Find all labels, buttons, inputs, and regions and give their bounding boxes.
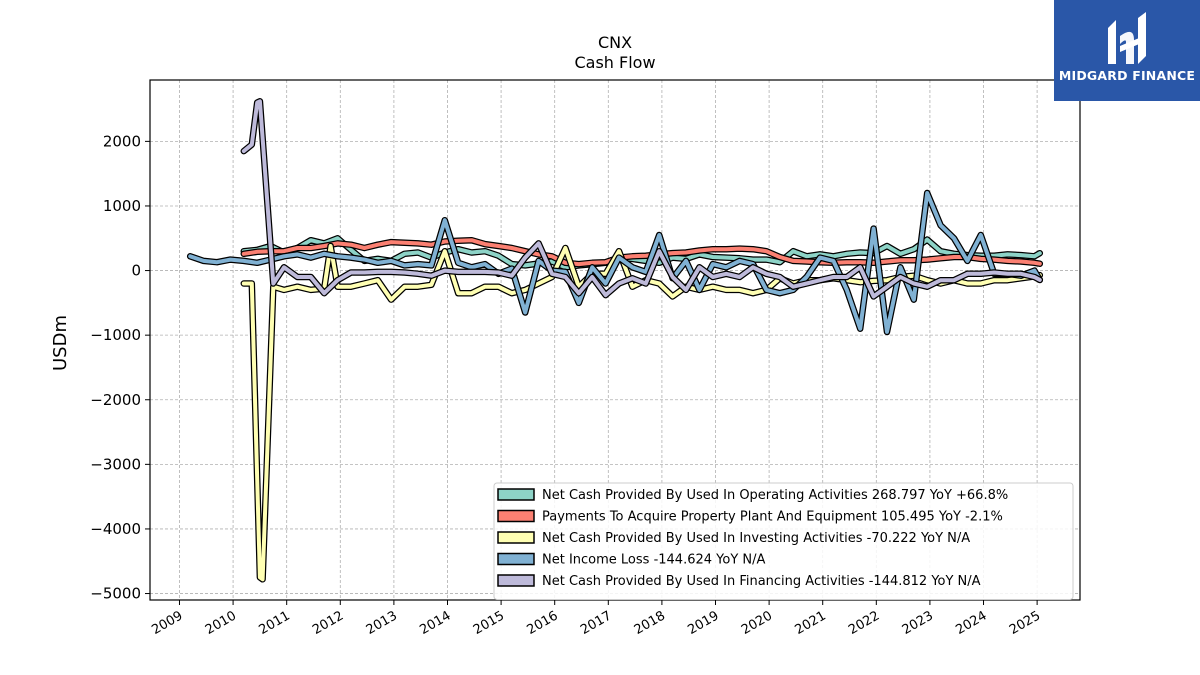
legend-entry: Net Cash Provided By Used In Investing A… — [542, 531, 970, 546]
brand-name: MIDGARD FINANCE — [1058, 68, 1196, 83]
series-line — [241, 236, 1042, 270]
y-tick-label: 2000 — [103, 132, 141, 150]
x-tick-label: 2016 — [525, 608, 561, 638]
midgard-logo-icon — [1108, 12, 1146, 64]
legend-swatch — [497, 552, 535, 566]
y-axis: 2000 1000 0 −1000 −2000 −3000 −4000 −5000 — [90, 132, 150, 603]
legend-entry: Net Cash Provided By Used In Operating A… — [542, 488, 1008, 503]
x-tick-label: 2023 — [900, 608, 936, 638]
legend-box — [493, 482, 1074, 600]
x-tick-label: 2017 — [578, 608, 614, 638]
y-tick-label: −2000 — [90, 391, 141, 409]
x-tick-label: 2019 — [685, 608, 721, 638]
brand-logo: MIDGARD FINANCE — [1054, 0, 1200, 101]
x-tick-label: 2024 — [953, 608, 989, 638]
legend: Net Cash Provided By Used In Operating A… — [493, 482, 1074, 600]
y-axis-label: USDm — [50, 315, 71, 371]
legend-entry: Net Income Loss -144.624 YoY N/A — [542, 553, 765, 568]
x-tick-label: 2018 — [632, 608, 668, 638]
y-tick-label: 0 — [131, 262, 141, 280]
x-tick-label: 2012 — [310, 608, 346, 638]
series-lines — [186, 98, 1044, 583]
x-tick-label: 2015 — [471, 608, 507, 638]
x-tick-label: 2009 — [149, 608, 185, 638]
x-tick-label: 2013 — [364, 608, 400, 638]
x-tick-label: 2014 — [417, 608, 453, 638]
x-tick-label: 2022 — [846, 608, 882, 638]
x-tick-label: 2010 — [203, 608, 239, 638]
y-tick-label: −3000 — [90, 455, 141, 473]
grid — [150, 80, 1080, 600]
x-tick-label: 2020 — [739, 608, 775, 638]
legend-swatch — [497, 531, 535, 544]
series-5 — [240, 98, 1044, 300]
series-2 — [240, 236, 1044, 268]
y-tick-label: −5000 — [90, 585, 141, 603]
y-tick-label: −4000 — [90, 520, 141, 538]
legend-swatch — [497, 509, 535, 523]
x-tick-label: 2021 — [793, 608, 829, 638]
series-1 — [240, 235, 1044, 271]
x-tick-label: 2011 — [257, 608, 293, 638]
chart-titles: CNX Cash Flow — [574, 33, 655, 72]
legend-swatch — [497, 574, 535, 587]
series-line — [241, 99, 1042, 299]
legend-swatch — [497, 488, 535, 501]
legend-entry: Payments To Acquire Property Plant And E… — [542, 510, 1003, 525]
x-tick-label: 2025 — [1007, 608, 1043, 638]
y-tick-label: −1000 — [90, 326, 141, 344]
x-axis: 2009 2010 2011 2012 2013 2014 2015 2016 2017 2018… — [149, 600, 1043, 638]
legend-entry: Net Cash Provided By Used In Financing A… — [542, 574, 981, 589]
chart-title: CNX — [598, 33, 632, 52]
chart-subtitle: Cash Flow — [574, 53, 655, 72]
series-line — [241, 238, 1042, 267]
y-tick-label: 1000 — [103, 197, 141, 215]
